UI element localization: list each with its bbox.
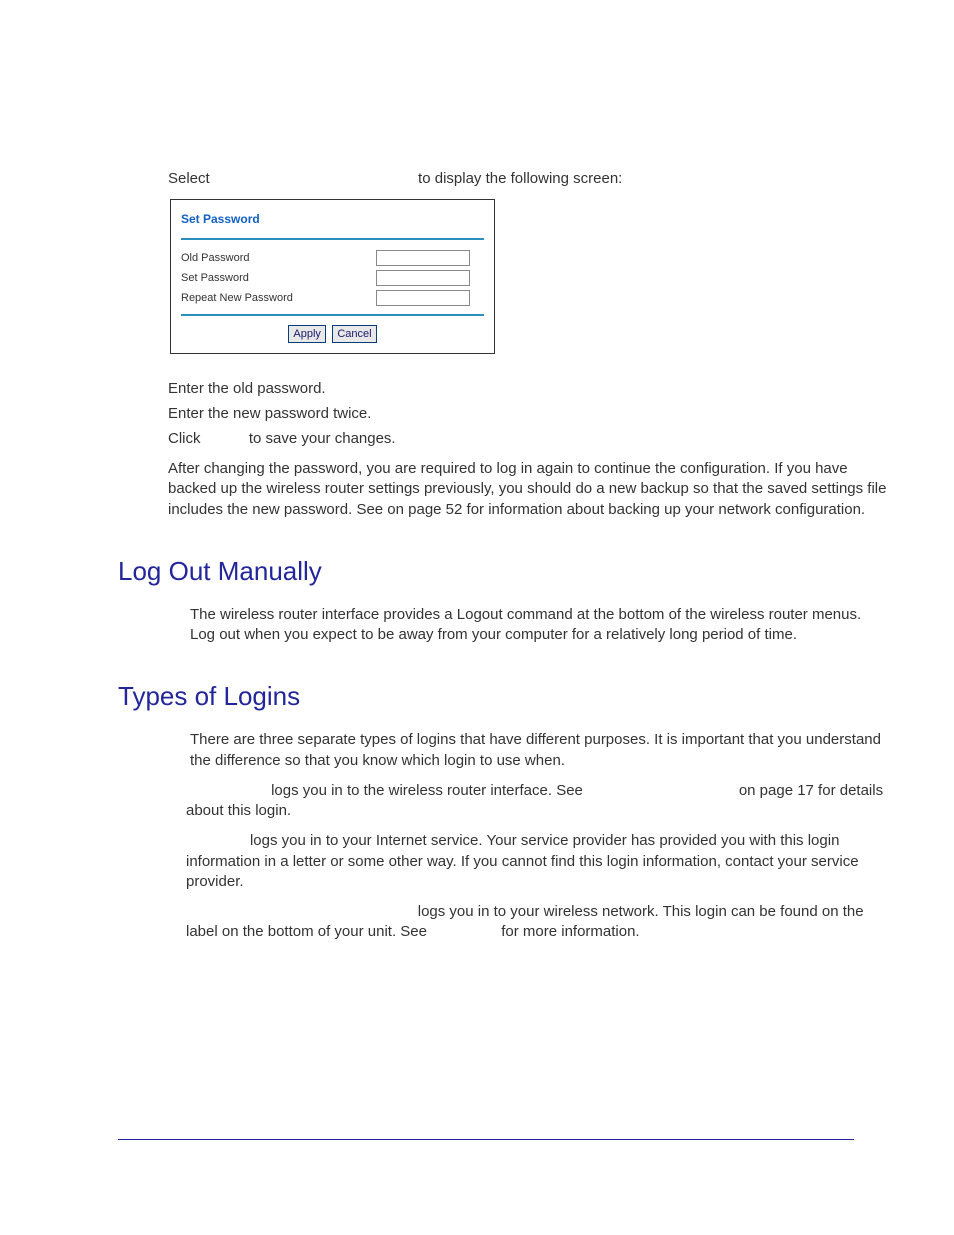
heading-types: Types of Logins [118,681,888,712]
cancel-button[interactable]: Cancel [332,325,376,343]
types-item-1: Router login logs you in to the wireless… [186,781,888,822]
input-set-password[interactable] [376,270,470,286]
intro-after: to display the following screen: [418,170,622,187]
panel-separator-bottom [181,314,484,316]
step-3a: Click [168,430,201,447]
row-old-password: Old Password [181,248,484,268]
label-set-password: Set Password [181,272,376,284]
intro-select: Select [168,170,210,187]
set-password-panel: Set Password Old Password Set Password R… [170,199,495,354]
panel-title: Set Password [181,208,484,238]
types-intro: There are three separate types of logins… [190,730,888,771]
step-2: Enter the new password twice. [168,403,888,424]
row-set-password: Set Password [181,268,484,288]
intro-line: Select to display the following screen: [168,170,888,187]
types-item-2-text: logs you in to your Internet service. Yo… [186,832,859,890]
step-1: Enter the old password. [168,378,888,399]
row-repeat-password: Repeat New Password [181,288,484,308]
types-item-3b: for more information. [501,923,639,940]
input-repeat-password[interactable] [376,290,470,306]
label-repeat-password: Repeat New Password [181,292,376,304]
types-item-2: ISP login logs you in to your Internet s… [186,831,888,892]
types-item-3: Wireless network key or password logs yo… [186,902,888,943]
input-old-password[interactable] [376,250,470,266]
step-3b: to save your changes. [249,430,396,447]
apply-button[interactable]: Apply [288,325,326,343]
heading-log-out: Log Out Manually [118,556,888,587]
label-old-password: Old Password [181,252,376,264]
after-change-para: After changing the password, you are req… [168,459,888,520]
footer-rule [118,1139,854,1140]
step-3: Click to save your changes. [168,428,888,449]
log-out-para: The wireless router interface provides a… [190,605,888,646]
panel-button-row: Apply Cancel [181,322,484,345]
types-item-1a: logs you in to the wireless router inter… [271,782,583,799]
panel-separator-top [181,238,484,240]
